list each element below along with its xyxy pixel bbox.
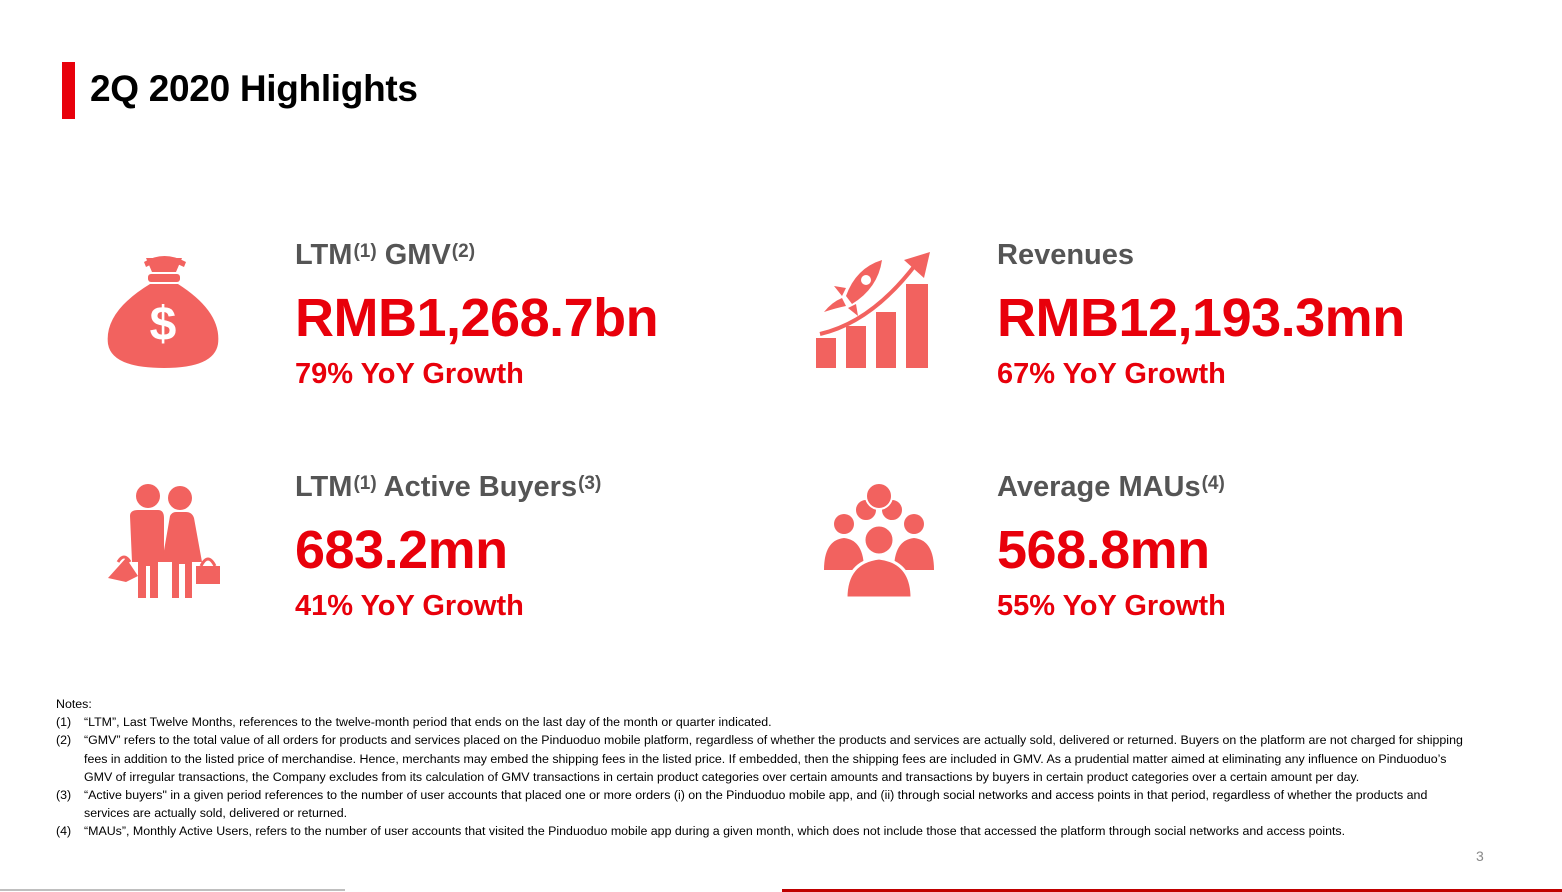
- active-buyers-value: 683.2mn: [295, 520, 508, 580]
- page-title: 2Q 2020 Highlights: [90, 68, 418, 109]
- shoppers-couple-icon: [108, 484, 220, 598]
- maus-value: 568.8mn: [997, 520, 1210, 580]
- user-group-icon: [824, 482, 934, 600]
- rocket-growth-chart-icon: [816, 252, 930, 368]
- note-number: (4): [56, 824, 72, 839]
- active-buyers-metric: LTM(1) Active Buyers(3) 683.2mn 41% YoY …: [295, 470, 601, 623]
- footer-divider-left: [0, 889, 345, 891]
- note-number: (3): [56, 788, 72, 803]
- note-item: (2) “GMV” refers to the total value of a…: [56, 731, 1466, 786]
- revenues-label: Revenues: [997, 239, 1135, 271]
- notes-heading: Notes:: [56, 697, 92, 711]
- note-number: (1): [56, 715, 72, 730]
- note-text: “Active buyers" in a given period refere…: [84, 788, 1428, 821]
- note-text: “MAUs”, Monthly Active Users, refers to …: [84, 824, 1346, 839]
- active-buyers-growth: 41% YoY Growth: [295, 590, 524, 622]
- title-accent-bar: [62, 62, 75, 119]
- footer-divider-right: [782, 889, 1562, 892]
- maus-growth: 55% YoY Growth: [997, 590, 1226, 622]
- gmv-metric: LTM(1) GMV(2) RMB1,268.7bn 79% YoY Growt…: [295, 238, 659, 391]
- revenues-value: RMB12,193.3mn: [997, 288, 1405, 348]
- active-buyers-label: LTM(1) Active Buyers(3): [295, 471, 602, 503]
- maus-label: Average MAUs(4): [997, 471, 1225, 503]
- note-item: (4) “MAUs”, Monthly Active Users, refers…: [56, 822, 1466, 840]
- gmv-growth: 79% YoY Growth: [295, 358, 524, 390]
- money-bag-icon: $: [107, 256, 219, 368]
- note-item: (1) “LTM”, Last Twelve Months, reference…: [56, 713, 1466, 731]
- revenues-growth: 67% YoY Growth: [997, 358, 1226, 390]
- gmv-label: LTM(1) GMV(2): [295, 239, 476, 271]
- gmv-value: RMB1,268.7bn: [295, 288, 659, 348]
- note-item: (3) “Active buyers" in a given period re…: [56, 786, 1466, 822]
- notes-section: Notes: (1) “LTM”, Last Twelve Months, re…: [56, 695, 1466, 841]
- svg-text:$: $: [150, 298, 177, 351]
- maus-metric: Average MAUs(4) 568.8mn 55% YoY Growth: [997, 470, 1226, 623]
- note-text: “GMV” refers to the total value of all o…: [84, 733, 1463, 784]
- page-number: 3: [1476, 848, 1484, 864]
- note-text: “LTM”, Last Twelve Months, references to…: [84, 715, 772, 730]
- note-number: (2): [56, 733, 72, 748]
- revenues-metric: Revenues RMB12,193.3mn 67% YoY Growth: [997, 238, 1405, 391]
